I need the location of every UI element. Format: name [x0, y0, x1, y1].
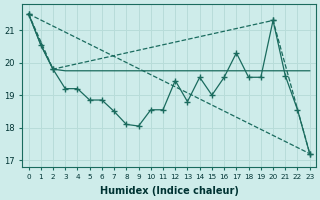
X-axis label: Humidex (Indice chaleur): Humidex (Indice chaleur): [100, 186, 239, 196]
